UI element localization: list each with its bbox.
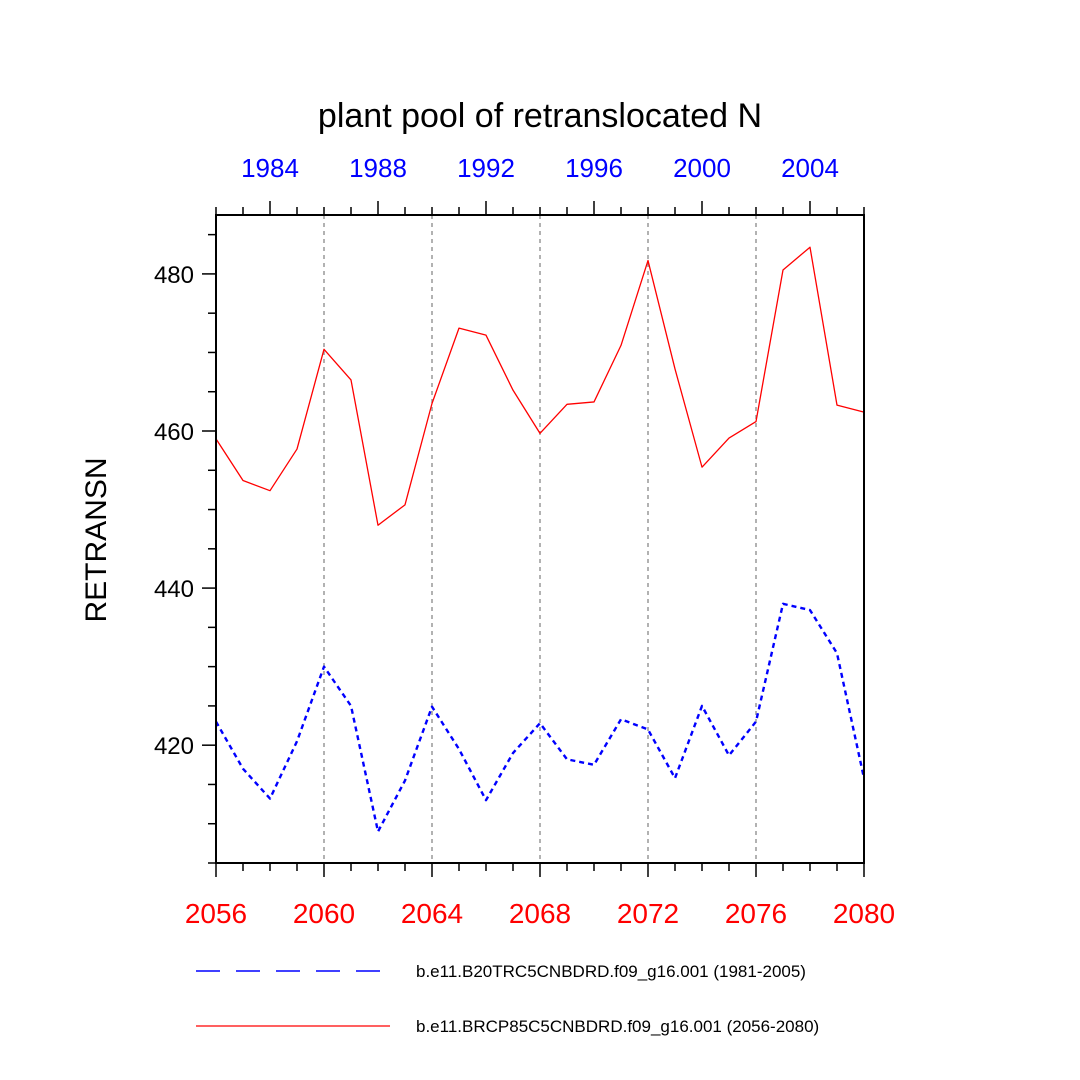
series-layer bbox=[214, 246, 866, 833]
x-tick-label-2076: 2076 bbox=[725, 898, 787, 929]
tick-labels: 2056 2060 2064 2068 2072 2076 2080 1984 1988 1992… bbox=[154, 153, 895, 929]
legend-label-historical: b.e11.B20TRC5CNBDRD.f09_g16.001 (1981-20… bbox=[416, 962, 806, 981]
top-tick-label-1996: 1996 bbox=[565, 153, 623, 183]
vertical-gridlines bbox=[323, 215, 757, 863]
legend: b.e11.B20TRC5CNBDRD.f09_g16.001 (1981-20… bbox=[196, 962, 819, 1036]
legend-label-rcp85: b.e11.BRCP85C5CNBDRD.f09_g16.001 (2056-2… bbox=[416, 1017, 819, 1036]
y-tick-label-420: 420 bbox=[154, 733, 194, 760]
x-tick-label-2056: 2056 bbox=[185, 898, 247, 929]
series-line-0 bbox=[214, 602, 866, 833]
y-tick-label-460: 460 bbox=[154, 419, 194, 446]
top-tick-label-1984: 1984 bbox=[241, 153, 299, 183]
x-tick-label-2060: 2060 bbox=[293, 898, 355, 929]
x-tick-label-2064: 2064 bbox=[401, 898, 463, 929]
top-tick-label-1992: 1992 bbox=[457, 153, 515, 183]
top-tick-label-1988: 1988 bbox=[349, 153, 407, 183]
y-tick-label-440: 440 bbox=[154, 576, 194, 603]
chart-title: plant pool of retranslocated N bbox=[318, 97, 762, 135]
plot-frame bbox=[215, 214, 865, 864]
top-tick-label-2000: 2000 bbox=[673, 153, 731, 183]
series-line-1 bbox=[215, 246, 865, 526]
axis-ticks bbox=[202, 201, 865, 877]
y-tick-label-480: 480 bbox=[154, 262, 194, 289]
top-tick-label-2004: 2004 bbox=[781, 153, 839, 183]
x-tick-label-2080: 2080 bbox=[833, 898, 895, 929]
x-tick-label-2068: 2068 bbox=[509, 898, 571, 929]
y-axis-label: RETRANSN bbox=[80, 457, 113, 622]
x-tick-label-2072: 2072 bbox=[617, 898, 679, 929]
